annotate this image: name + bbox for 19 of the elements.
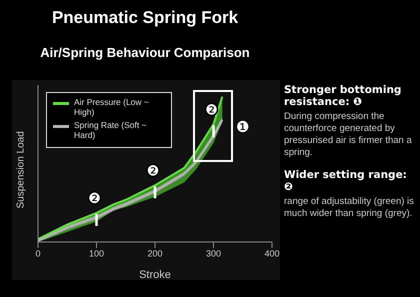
annotation: ❷ — [205, 102, 218, 118]
x-tick-label: 200 — [147, 248, 163, 258]
text: range of adjustability (green) is much wider than spring (grey). — [284, 196, 415, 220]
x-tick-label: 100 — [88, 248, 104, 258]
text: During compression the counterforce generated by pressurised air is firmer than a spring. — [284, 111, 413, 159]
annotation: ❶ — [236, 118, 250, 136]
x-tick-label: 0 — [35, 248, 41, 258]
chart-title: Pneumatic Spring Fork — [50, 8, 240, 28]
text: Stronger bottoming resistance: ❶ — [284, 84, 402, 108]
chart-subtitle: Air/Spring Behaviour Comparison — [39, 45, 251, 60]
legend-label: Air Pressure (Low ~ High) — [74, 97, 150, 117]
legend-label: Spring Rate (Soft ~ Hard) — [74, 120, 148, 140]
x-tick-label: 300 — [206, 248, 222, 258]
x-axis-title: Stroke — [139, 269, 171, 281]
text: Wider setting range: ❷ — [284, 169, 408, 193]
x-tick-label: 400 — [264, 248, 280, 258]
y-axis-title: Suspension Load — [16, 131, 27, 208]
annotation: ❷ — [88, 190, 101, 207]
annotation: ❷ — [146, 163, 160, 180]
